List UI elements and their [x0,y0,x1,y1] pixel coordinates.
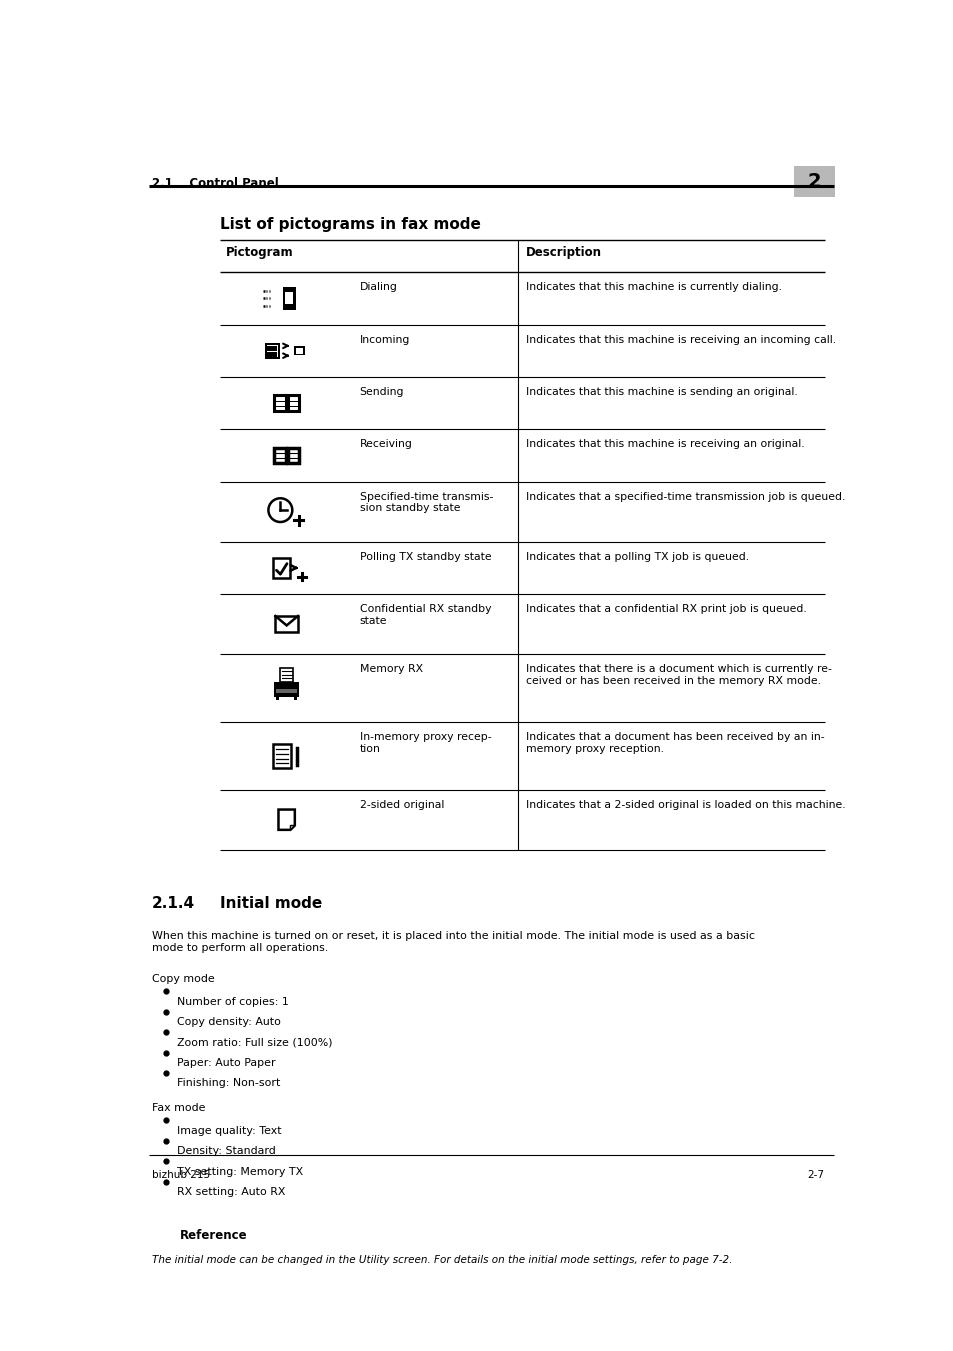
Text: Initial mode: Initial mode [220,896,322,911]
Bar [152,1232,163,1251]
Text: 2.1    Control Panel: 2.1 Control Panel [152,177,278,189]
Text: Confidential RX standby
state: Confidential RX standby state [359,604,491,626]
Polygon shape [290,825,294,830]
Text: Paper: Auto Paper: Paper: Auto Paper [177,1058,275,1069]
Text: Zoom ratio: Full size (100%): Zoom ratio: Full size (100%) [177,1038,333,1047]
Bar [286,289,293,292]
Bar [295,347,303,354]
Text: RX setting: Auto RX: RX setting: Auto RX [177,1188,286,1197]
Bar [163,1232,174,1251]
Text: Density: Standard: Density: Standard [177,1146,275,1156]
Text: bizhub 215: bizhub 215 [152,1170,210,1179]
Text: Polling TX standby state: Polling TX standby state [359,551,491,562]
Bar [294,346,304,355]
Bar [274,447,285,463]
Text: 2.1.4: 2.1.4 [152,896,194,911]
Text: Memory RX: Memory RX [359,665,422,674]
Bar [267,346,272,351]
Bar [273,346,276,351]
Text: When this machine is turned on or reset, it is placed into the initial mode. The: When this machine is turned on or reset,… [152,931,754,952]
Bar [273,351,276,357]
Text: Specified-time transmis-
sion standby state: Specified-time transmis- sion standby st… [359,492,493,513]
Text: Indicates that a specified-time transmission job is queued.: Indicates that a specified-time transmis… [525,492,844,501]
Text: Indicates that there is a document which is currently re-
ceived or has been rec: Indicates that there is a document which… [525,665,831,686]
Bar [287,447,299,463]
Text: The initial mode can be changed in the Utility screen. For details on the initia: The initial mode can be changed in the U… [152,1255,731,1265]
Bar [275,689,297,693]
Bar [275,616,297,632]
Text: Reference: Reference [179,1229,247,1242]
Text: Indicates that this machine is currently dialing.: Indicates that this machine is currently… [525,282,781,292]
Bar [274,682,299,697]
Text: TX setting: Memory TX: TX setting: Memory TX [177,1166,303,1177]
Bar [285,292,293,304]
Text: Indicates that this machine is sending an original.: Indicates that this machine is sending a… [525,386,797,397]
Text: Dialing: Dialing [359,282,397,292]
Bar [287,396,299,411]
Text: Pictogram: Pictogram [226,246,294,259]
Text: Indicates that a polling TX job is queued.: Indicates that a polling TX job is queue… [525,551,748,562]
Bar [280,669,293,682]
Bar [274,558,290,578]
Text: 2: 2 [807,172,821,190]
Text: Indicates that a document has been received by an in-
memory proxy reception.: Indicates that a document has been recei… [525,732,824,754]
Text: Receiving: Receiving [359,439,412,450]
Text: Fax mode: Fax mode [152,1104,205,1113]
Text: 2-sided original: 2-sided original [359,800,443,809]
Text: Indicates that this machine is receiving an incoming call.: Indicates that this machine is receiving… [525,335,836,345]
Text: Copy density: Auto: Copy density: Auto [177,1017,281,1027]
Bar [286,304,293,308]
Text: Description: Description [525,246,601,259]
Text: Finishing: Non-sort: Finishing: Non-sort [177,1078,280,1089]
Bar [265,343,279,358]
Text: Indicates that a confidential RX print job is queued.: Indicates that a confidential RX print j… [525,604,806,615]
Polygon shape [278,809,294,830]
Text: Number of copies: 1: Number of copies: 1 [177,997,289,1006]
Text: Indicates that this machine is receiving an original.: Indicates that this machine is receiving… [525,439,804,450]
Bar [793,166,835,197]
Text: Sending: Sending [359,386,403,397]
Bar [276,697,278,700]
Text: In-memory proxy recep-
tion: In-memory proxy recep- tion [359,732,491,754]
Bar [283,286,296,309]
Text: 2-7: 2-7 [806,1170,823,1179]
Text: Indicates that a 2-sided original is loaded on this machine.: Indicates that a 2-sided original is loa… [525,800,845,809]
Text: Copy mode: Copy mode [152,974,214,985]
Bar [294,697,296,700]
Text: Image quality: Text: Image quality: Text [177,1125,282,1136]
Bar [267,345,277,357]
Bar [273,744,291,767]
Bar [274,396,285,411]
Text: Incoming: Incoming [359,335,410,345]
Bar [267,351,272,357]
Text: List of pictograms in fax mode: List of pictograms in fax mode [220,216,480,232]
